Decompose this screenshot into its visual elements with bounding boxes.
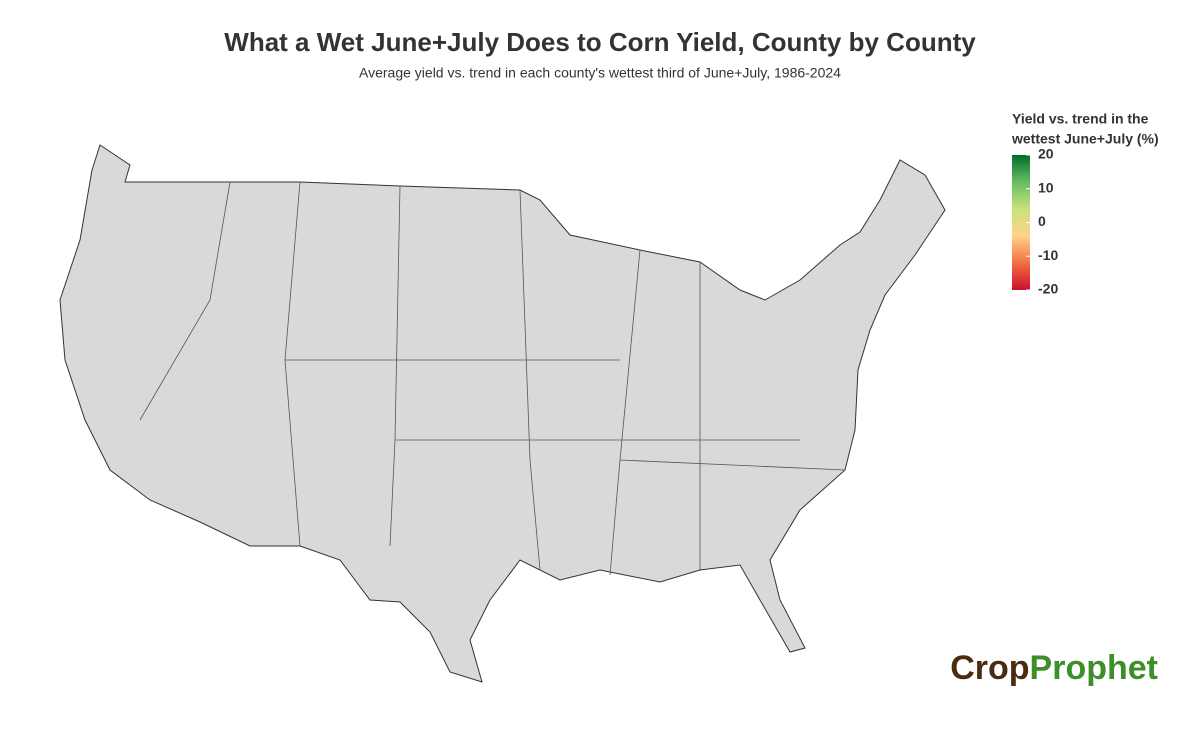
- state-borders: [139, 181, 846, 576]
- logo: CropProphet: [950, 649, 1158, 687]
- us-map: [59, 144, 946, 683]
- chart-subtitle: Average yield vs. trend in each county's…: [359, 65, 841, 81]
- color-scale: [1012, 155, 1030, 290]
- logo-part: Prophet: [1030, 649, 1158, 687]
- scale-tick-label: -10: [1038, 247, 1058, 263]
- scale-tick-label: 10: [1038, 179, 1054, 195]
- scale-tick-label: -20: [1038, 281, 1058, 297]
- legend-title: wettest June+July (%): [1011, 131, 1159, 147]
- chart-title: What a Wet June+July Does to Corn Yield,…: [224, 27, 976, 57]
- legend-title: Yield vs. trend in the: [1012, 111, 1149, 127]
- scale-tick-label: 0: [1038, 213, 1046, 229]
- logo-part: Crop: [950, 649, 1029, 687]
- scale-tick-label: 20: [1038, 146, 1054, 162]
